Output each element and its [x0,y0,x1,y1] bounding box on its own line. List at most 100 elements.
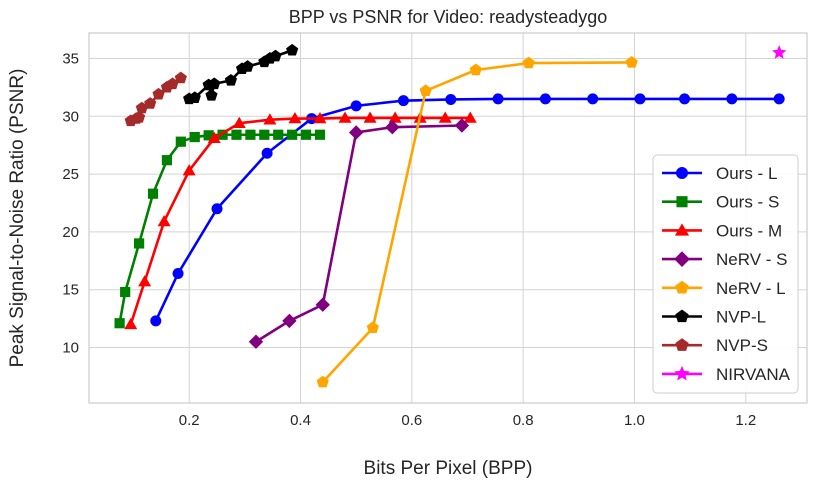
legend-entry: Ours - L [662,164,777,183]
data-point [625,56,638,68]
data-point [445,93,457,105]
series-line [118,133,320,324]
data-point [248,334,264,349]
data-point [263,113,277,125]
data-point [207,131,221,143]
data-point [587,93,599,105]
data-point [634,93,646,105]
series-6 [124,71,187,127]
data-point [211,203,223,215]
x-tick-label: 0.6 [401,412,422,429]
data-point [224,73,238,86]
legend-marker [676,196,688,208]
data-point [338,111,352,123]
legend-entry: NeRV - L [662,279,786,298]
data-point [300,129,312,140]
legend-label: Ours - S [716,193,779,212]
data-point [138,275,152,287]
series-line [321,61,632,384]
y-axis-title: Peak Signal-to-Noise Ratio (PSNR) [7,69,28,368]
data-point [492,93,504,105]
y-tick-label: 20 [62,224,79,241]
data-point [313,112,327,124]
legend-label: Ours - M [716,221,782,240]
data-point [241,60,254,72]
y-tick-label: 10 [62,340,79,357]
plot-frame [88,32,808,404]
x-tick-label: 0.8 [513,412,534,429]
data-point [316,375,329,388]
x-tick-label: 0.4 [290,412,311,429]
data-point [133,238,145,249]
data-point [388,111,402,123]
data-point [286,43,299,56]
legend-entry: Ours - S [662,193,779,212]
data-point [259,129,270,140]
data-point [132,110,146,123]
data-point [679,93,691,105]
legend-label: NVP-S [716,336,768,355]
data-point [273,129,284,140]
legend-entry: NVP-L [662,308,766,327]
series-0 [150,93,785,327]
y-tick-label: 15 [62,282,79,299]
series-1 [114,129,326,329]
legend-label: NeRV - S [716,250,788,269]
data-point [772,45,787,59]
series-layer [114,43,787,388]
data-point [314,129,326,140]
data-point [469,63,482,76]
legend-marker [676,167,688,179]
legend-label: NIRVANA [716,365,791,384]
data-point [438,111,452,123]
legend-marker [674,251,690,267]
data-point [114,318,125,329]
data-point [261,147,273,159]
data-point [188,91,201,103]
data-point [419,84,432,96]
data-point [144,97,157,109]
legend-marker [675,280,689,294]
data-point [522,56,535,69]
data-point [172,268,184,279]
data-point [287,129,298,140]
series-5 [183,43,299,105]
legend-marker [675,338,689,351]
data-point [182,164,196,176]
x-tick-labels: 0.2 0.4 0.6 0.8 1.0 1.2 [179,412,756,429]
data-point [269,49,282,62]
series-2 [124,111,477,330]
data-point [366,321,379,334]
legend-marker [674,365,690,381]
data-point [124,317,138,330]
data-point [348,125,364,140]
y-tick-label: 30 [62,108,79,125]
legend-box [652,154,799,394]
data-point [385,120,400,135]
data-point [288,112,302,124]
legend-entry: NVP-S [662,336,768,355]
legend-marker [674,223,690,236]
legend: Ours - L Ours - S Ours - M NeRV - S NeRV - L… [652,154,799,394]
data-point [205,89,218,101]
series-3 [248,118,470,349]
data-point [157,214,171,227]
data-point [175,136,186,147]
data-point [120,286,131,298]
data-point [150,315,162,327]
data-point [245,129,256,140]
series-4 [316,56,638,388]
data-point [726,93,738,105]
data-point [189,131,200,143]
data-point [397,95,409,107]
chart-title: BPP vs PSNR for Video: readysteadygo [289,7,608,27]
y-tick-label: 25 [62,166,79,183]
data-point [773,93,785,105]
series-line [255,124,462,343]
legend-label: Ours - L [716,164,777,183]
x-tick-label: 0.2 [179,412,200,429]
y-tick-labels: 10 15 20 25 30 35 [62,50,79,356]
x-tick-label: 1.2 [735,412,756,429]
data-point [147,188,159,199]
